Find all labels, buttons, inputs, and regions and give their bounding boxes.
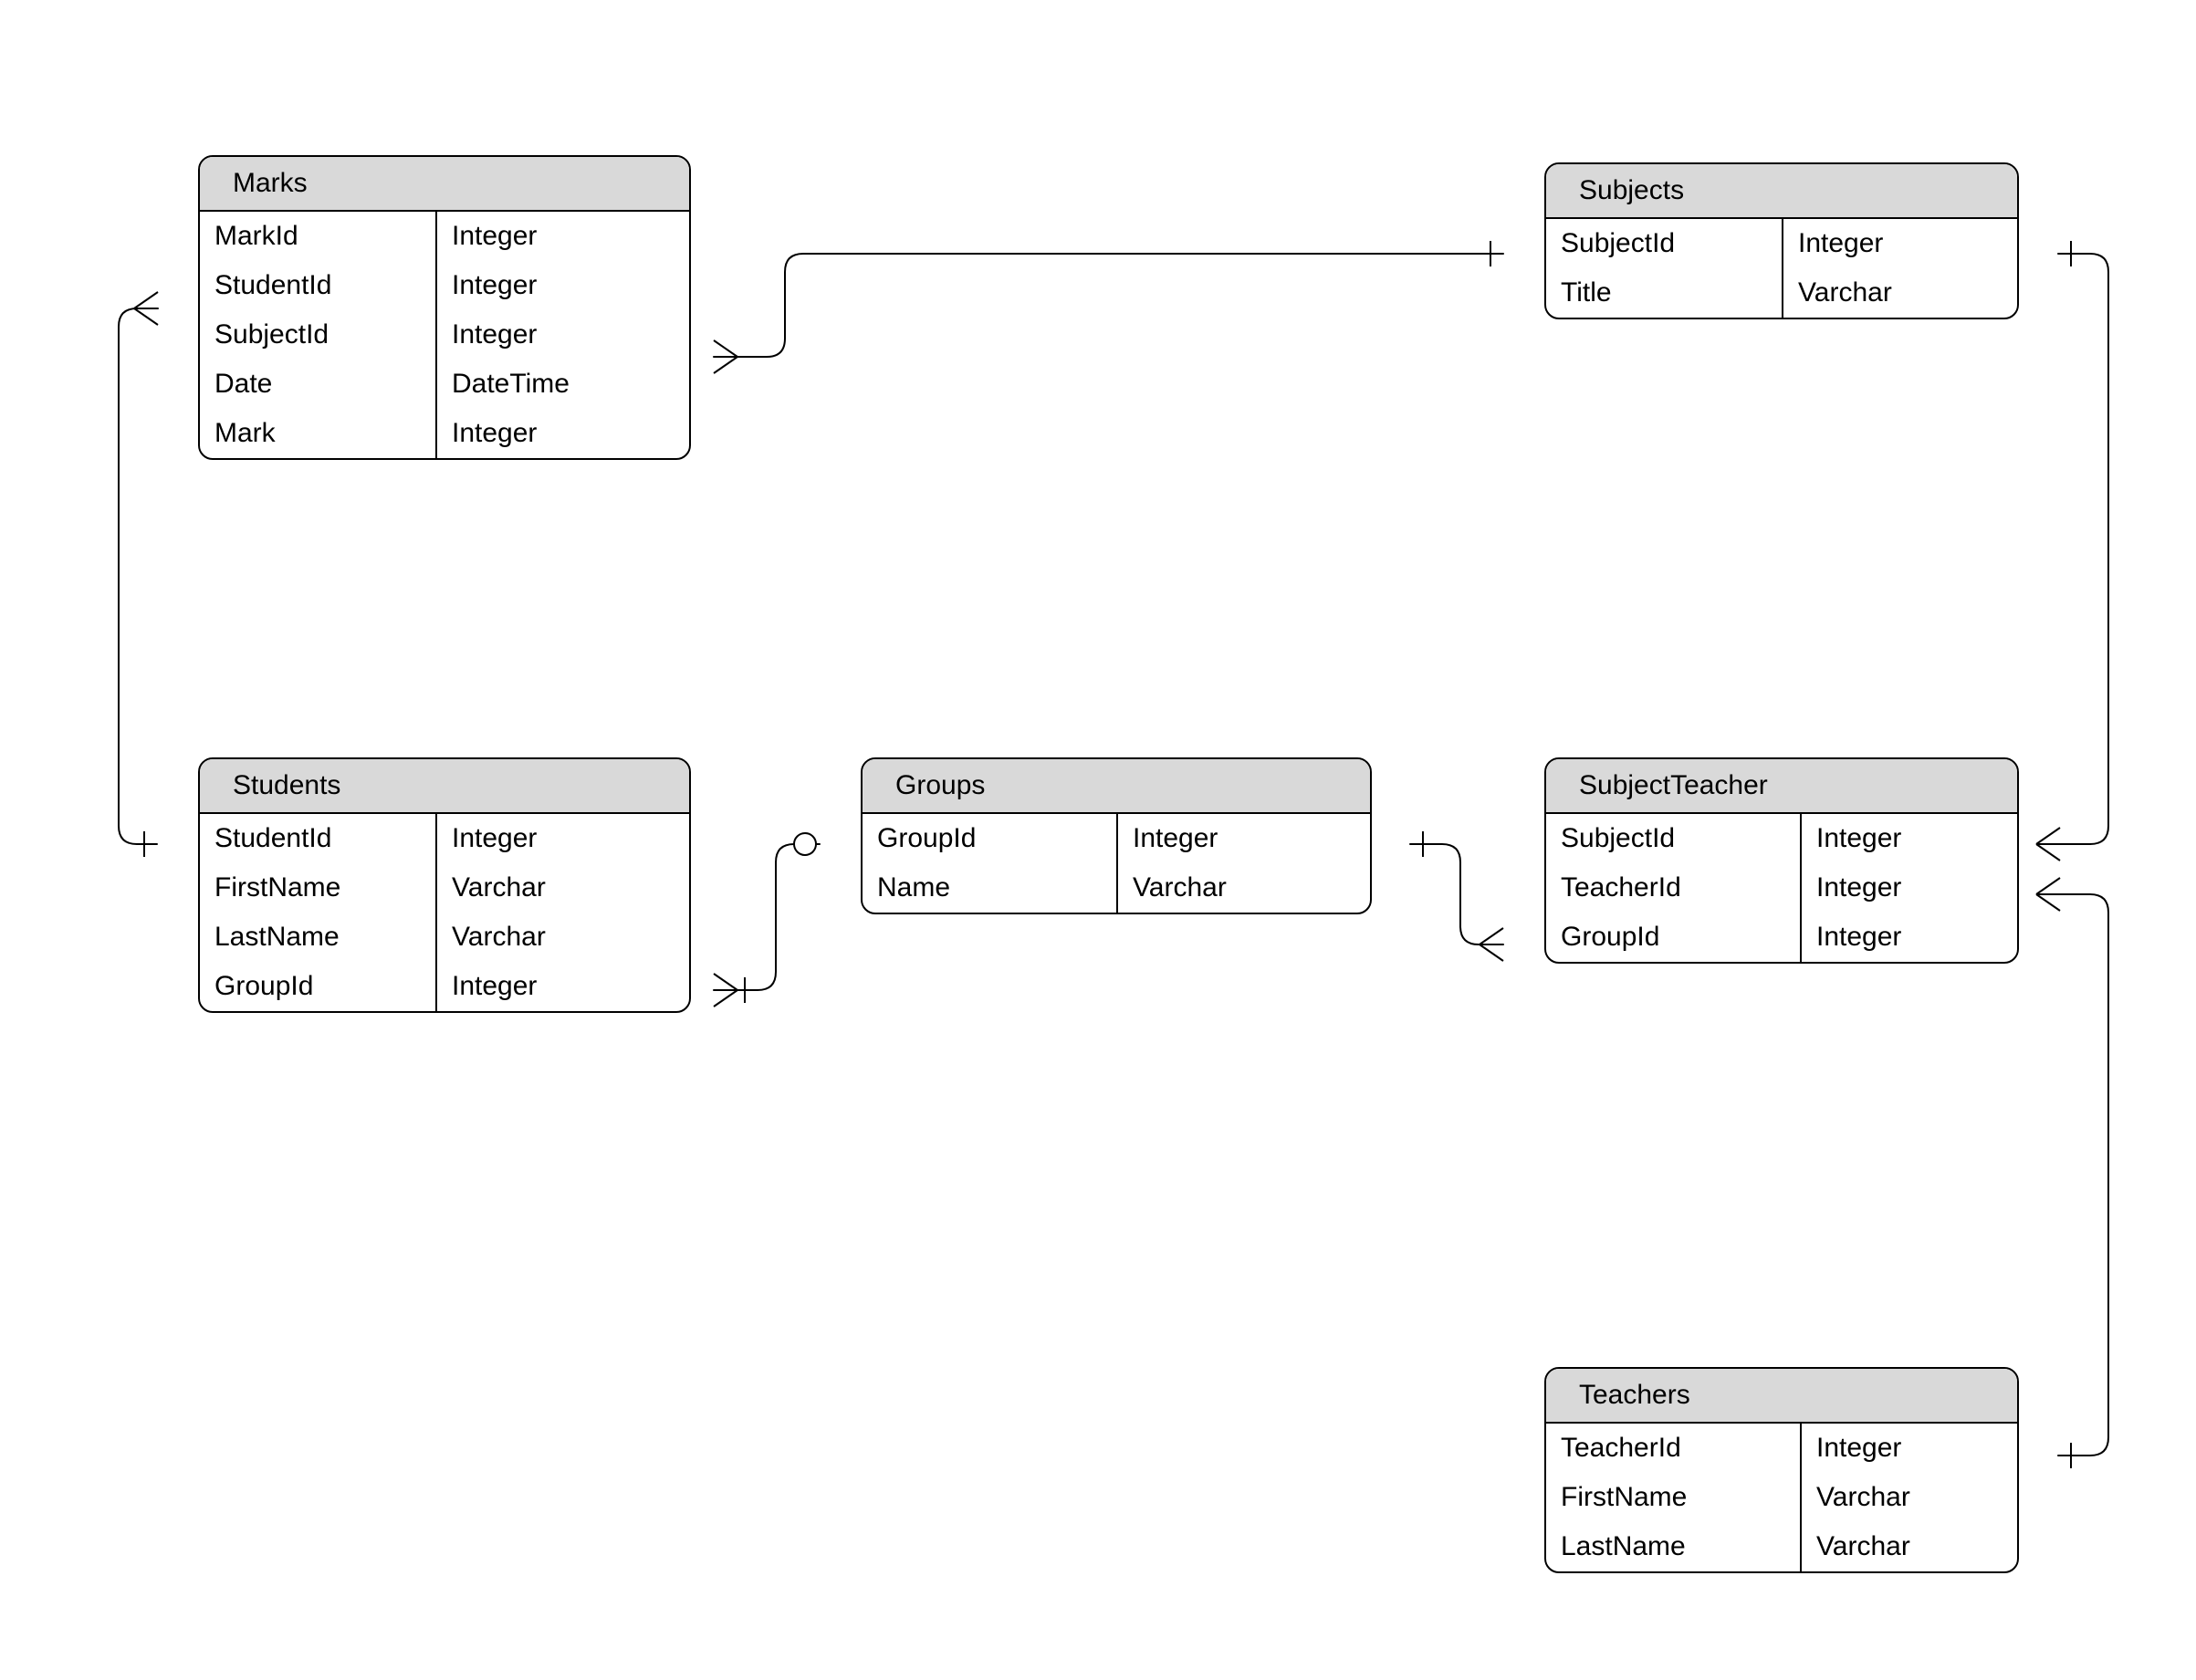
field-name: SubjectId [1546, 814, 1802, 863]
er-diagram-canvas: MarksMarkIdIntegerStudentIdIntegerSubjec… [0, 0, 2196, 1680]
field-type: Varchar [1118, 863, 1370, 913]
entity-groups[interactable]: GroupsGroupIdIntegerNameVarchar [861, 757, 1372, 914]
entity-teachers[interactable]: TeachersTeacherIdIntegerFirstNameVarchar… [1544, 1367, 2019, 1573]
entity-rows: StudentIdIntegerFirstNameVarcharLastName… [200, 814, 689, 1011]
field-name: FirstName [200, 863, 437, 913]
entity-row: TeacherIdInteger [1546, 1424, 2017, 1473]
field-name: FirstName [1546, 1473, 1802, 1522]
entity-rows: SubjectIdIntegerTitleVarchar [1546, 219, 2017, 318]
field-type: Integer [437, 310, 689, 360]
entity-title: Students [200, 759, 689, 814]
entity-rows: SubjectIdIntegerTeacherIdIntegerGroupIdI… [1546, 814, 2017, 962]
field-type: Integer [1802, 1424, 2017, 1473]
entity-row: MarkIdInteger [200, 212, 689, 261]
field-type: Integer [437, 212, 689, 261]
entity-row: SubjectIdInteger [1546, 814, 2017, 863]
entity-row: SubjectIdInteger [1546, 219, 2017, 268]
entity-title: Subjects [1546, 164, 2017, 219]
field-type: Integer [437, 814, 689, 863]
edge-marks-to-students [119, 292, 158, 857]
entity-row: LastNameVarchar [200, 913, 689, 962]
field-name: StudentId [200, 261, 437, 310]
entity-row: MarkInteger [200, 409, 689, 458]
field-name: GroupId [1546, 913, 1802, 962]
entity-title: Marks [200, 157, 689, 212]
field-name: Date [200, 360, 437, 409]
entity-row: NameVarchar [863, 863, 1370, 913]
field-name: MarkId [200, 212, 437, 261]
field-type: Integer [1802, 913, 2017, 962]
field-name: StudentId [200, 814, 437, 863]
entity-row: DateDateTime [200, 360, 689, 409]
entity-row: FirstNameVarchar [1546, 1473, 2017, 1522]
entity-marks[interactable]: MarksMarkIdIntegerStudentIdIntegerSubjec… [198, 155, 691, 460]
field-type: Integer [1802, 814, 2017, 863]
entity-students[interactable]: StudentsStudentIdIntegerFirstNameVarchar… [198, 757, 691, 1013]
field-type: Integer [437, 409, 689, 458]
entity-title: Groups [863, 759, 1370, 814]
field-name: Title [1546, 268, 1783, 318]
edge-subjects-to-subjectteacher [2036, 241, 2108, 861]
entity-rows: GroupIdIntegerNameVarchar [863, 814, 1370, 913]
field-type: Integer [1118, 814, 1370, 863]
field-name: Mark [200, 409, 437, 458]
entity-row: TitleVarchar [1546, 268, 2017, 318]
field-type: DateTime [437, 360, 689, 409]
field-name: Name [863, 863, 1118, 913]
edge-groups-to-subjectteacher [1410, 831, 1503, 961]
field-type: Varchar [1802, 1522, 2017, 1571]
entity-row: SubjectIdInteger [200, 310, 689, 360]
entity-row: TeacherIdInteger [1546, 863, 2017, 913]
field-type: Integer [437, 962, 689, 1011]
field-name: LastName [200, 913, 437, 962]
field-type: Varchar [437, 913, 689, 962]
field-type: Integer [1783, 219, 2017, 268]
field-type: Varchar [437, 863, 689, 913]
field-type: Integer [437, 261, 689, 310]
entity-row: StudentIdInteger [200, 261, 689, 310]
entity-subjects[interactable]: SubjectsSubjectIdIntegerTitleVarchar [1544, 162, 2019, 319]
field-name: TeacherId [1546, 1424, 1802, 1473]
edge-students-to-groups [714, 833, 820, 1007]
entity-rows: MarkIdIntegerStudentIdIntegerSubjectIdIn… [200, 212, 689, 458]
field-name: SubjectId [1546, 219, 1783, 268]
field-name: GroupId [200, 962, 437, 1011]
entity-row: GroupIdInteger [200, 962, 689, 1011]
edge-teachers-to-subjectteacher [2036, 878, 2108, 1468]
entity-title: SubjectTeacher [1546, 759, 2017, 814]
edge-marks-to-subjects [714, 241, 1503, 373]
entity-row: GroupIdInteger [1546, 913, 2017, 962]
field-type: Integer [1802, 863, 2017, 913]
entity-row: FirstNameVarchar [200, 863, 689, 913]
field-name: SubjectId [200, 310, 437, 360]
field-type: Varchar [1783, 268, 2017, 318]
entity-rows: TeacherIdIntegerFirstNameVarcharLastName… [1546, 1424, 2017, 1571]
entity-subjectteacher[interactable]: SubjectTeacherSubjectIdIntegerTeacherIdI… [1544, 757, 2019, 964]
entity-row: LastNameVarchar [1546, 1522, 2017, 1571]
entity-title: Teachers [1546, 1369, 2017, 1424]
field-name: GroupId [863, 814, 1118, 863]
entity-row: GroupIdInteger [863, 814, 1370, 863]
entity-row: StudentIdInteger [200, 814, 689, 863]
field-name: LastName [1546, 1522, 1802, 1571]
field-name: TeacherId [1546, 863, 1802, 913]
field-type: Varchar [1802, 1473, 2017, 1522]
